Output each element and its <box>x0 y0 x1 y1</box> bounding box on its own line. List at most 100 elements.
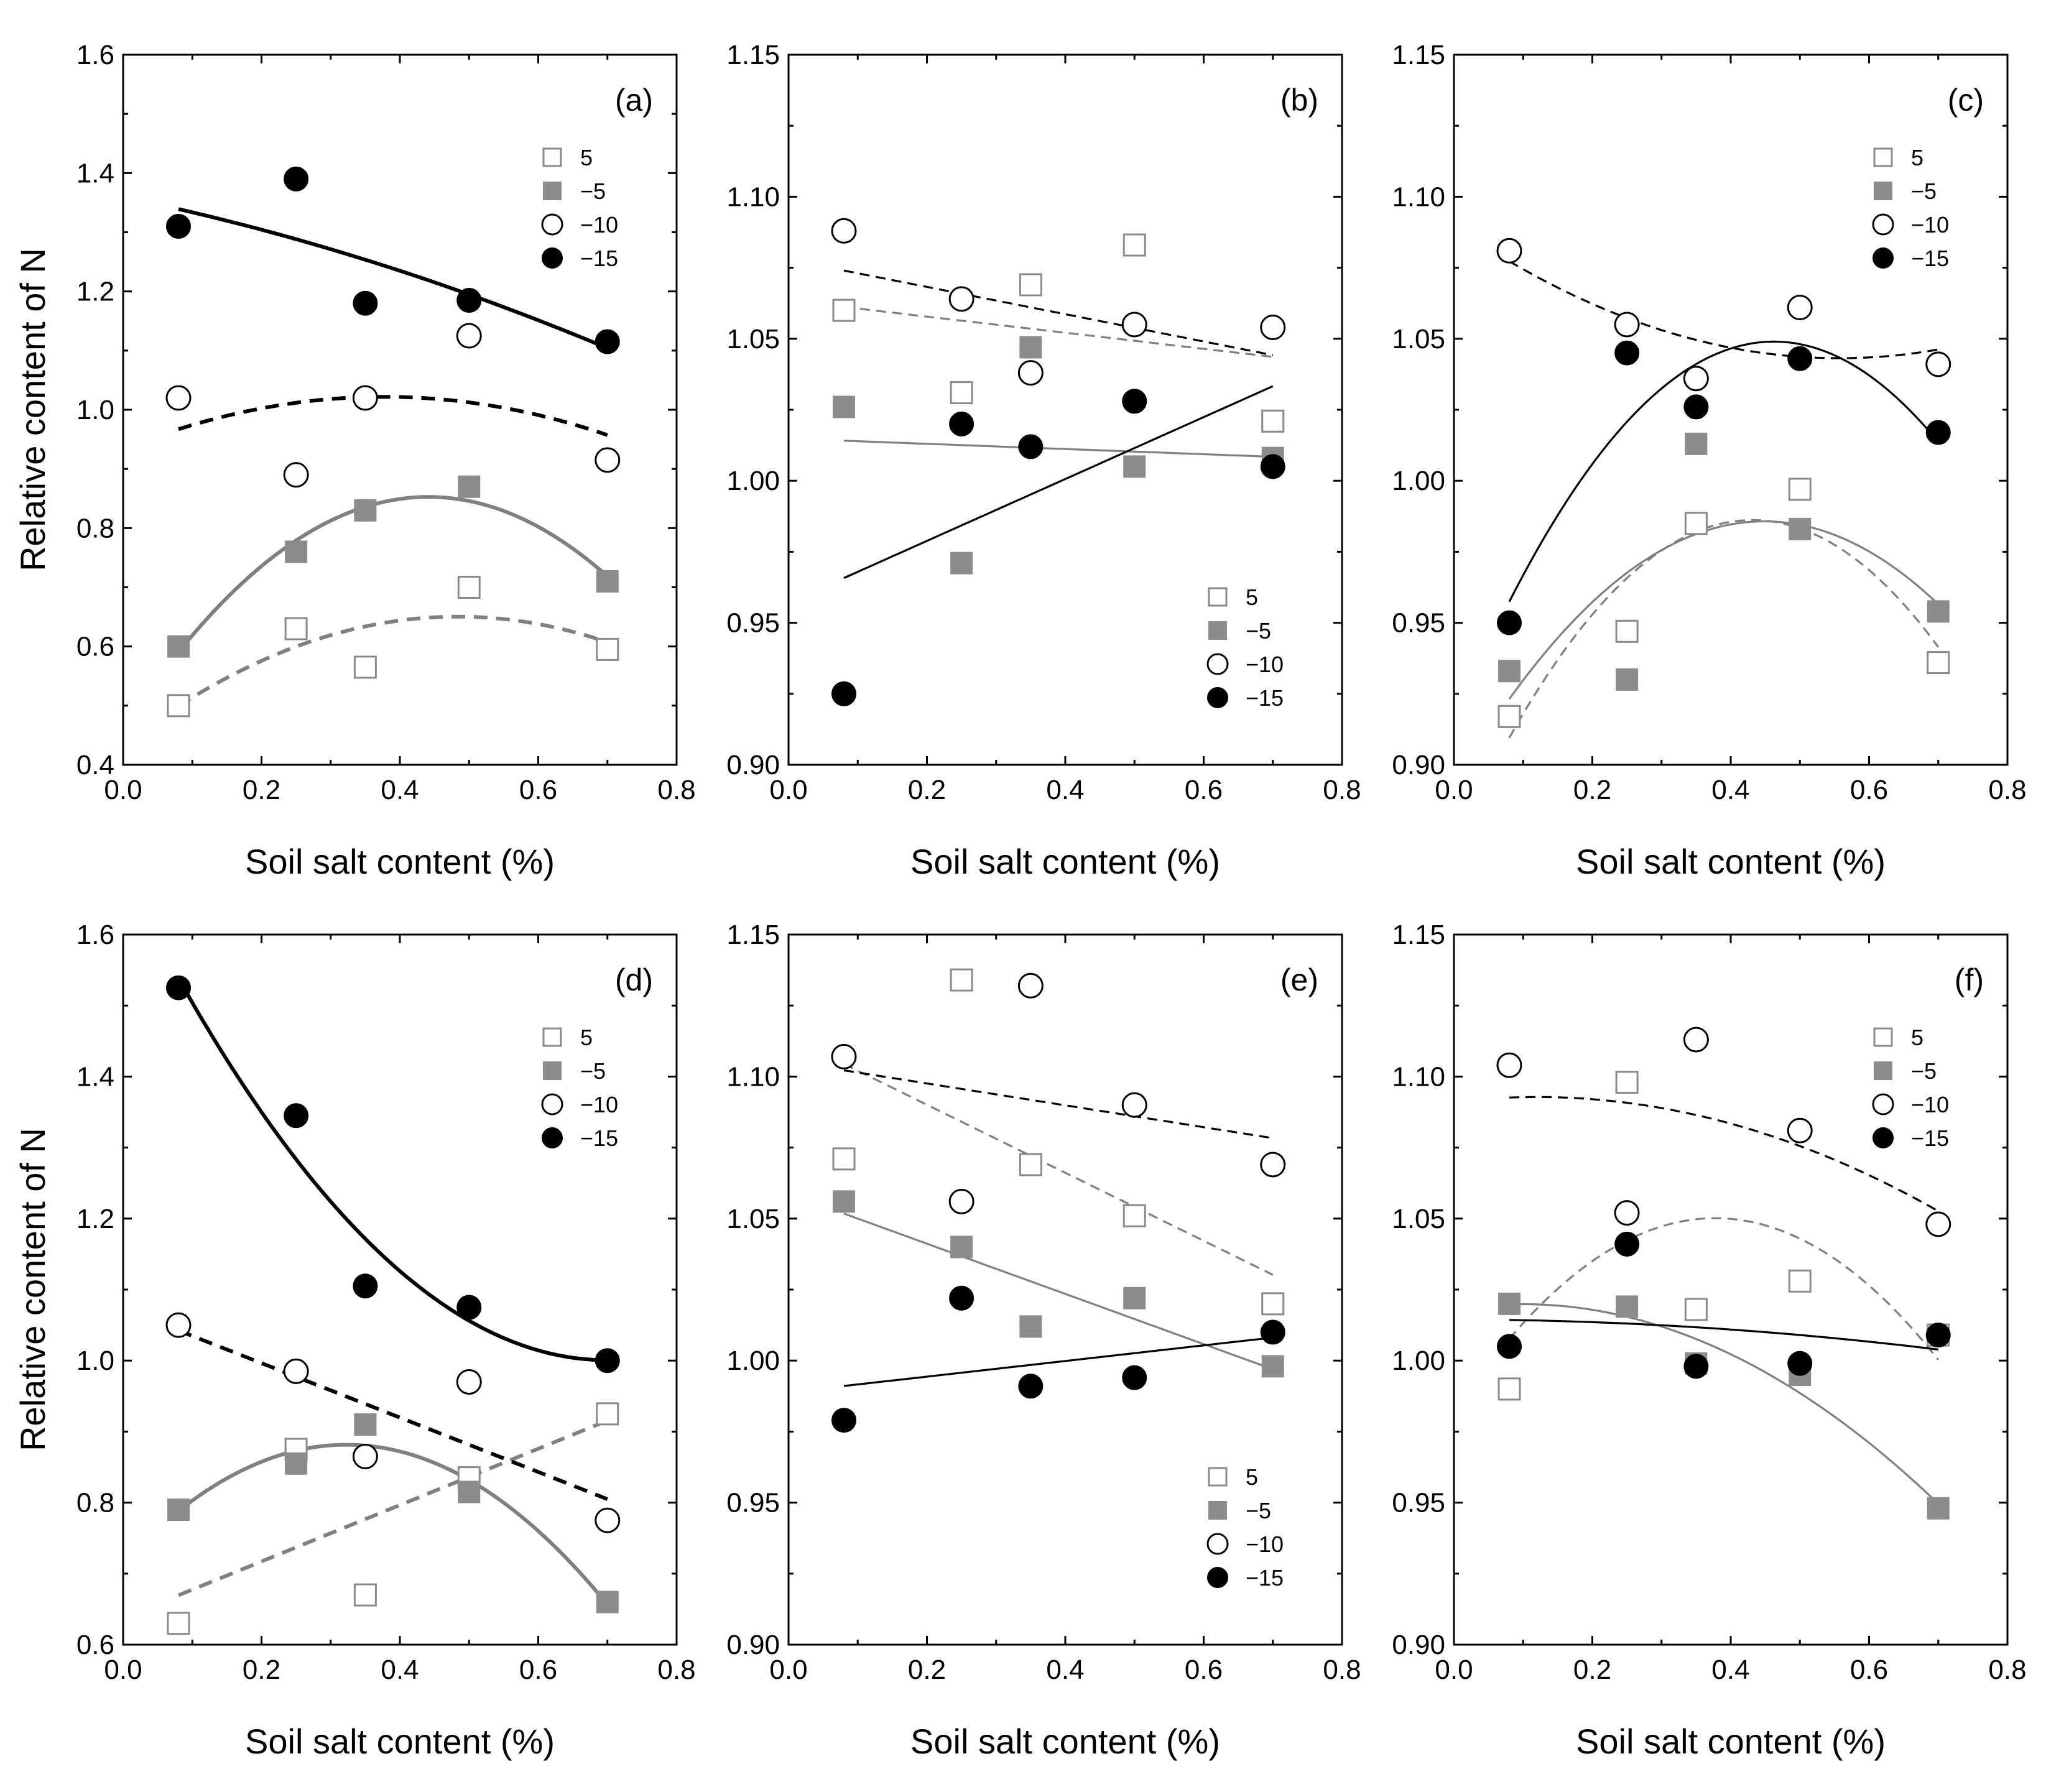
x-tick-label: 0.0 <box>1435 775 1473 805</box>
data-point <box>948 1188 974 1214</box>
data-point <box>1925 1211 1951 1237</box>
data-point <box>353 1273 378 1299</box>
y-tick-label: 1.00 <box>1392 1346 1445 1376</box>
data-point <box>1017 360 1044 386</box>
y-tick-label: 1.15 <box>1392 40 1445 70</box>
data-point <box>1925 351 1951 377</box>
x-tick-label: 0.8 <box>1988 775 2026 805</box>
data-point <box>166 975 191 1000</box>
data-point <box>1616 668 1639 691</box>
y-tick-label: 1.00 <box>1392 466 1445 496</box>
y-axis-label: Relative content of N <box>13 248 52 571</box>
plot-frame <box>1453 933 2009 1646</box>
x-axis-label: Soil salt content (%) <box>245 842 555 881</box>
data-point <box>166 213 191 239</box>
panel-label: (e) <box>1280 963 1318 997</box>
legend-marker <box>543 182 562 200</box>
chart-panel-b: 0.0 0.2 0.4 0.6 0.8 0.90 0.95 1.00 1.05 1.10 1.15 S… <box>726 40 1361 881</box>
data-point <box>284 166 309 192</box>
data-point <box>352 385 378 411</box>
x-tick-label: 0.8 <box>1323 1655 1361 1685</box>
x-axis-label: Soil salt content (%) <box>1576 842 1886 881</box>
legend-marker <box>1874 1061 1892 1080</box>
x-tick-label: 0.0 <box>1435 1655 1473 1685</box>
y-tick-label: 1.15 <box>726 40 780 70</box>
x-tick-label: 0.2 <box>1573 775 1611 805</box>
trend-line <box>177 977 608 1362</box>
y-tick-label: 1.2 <box>76 277 114 307</box>
data-point <box>1260 1152 1286 1178</box>
data-point <box>1615 619 1639 643</box>
legend-marker <box>1207 687 1228 708</box>
legend-entry: −10 <box>1246 1531 1284 1557</box>
data-point <box>1497 1334 1522 1359</box>
legend-marker <box>1873 147 1893 167</box>
legend-entry: −15 <box>580 246 618 271</box>
trend-line <box>1509 260 1939 359</box>
data-point <box>1614 1231 1640 1257</box>
trend-line <box>843 1063 1274 1276</box>
x-tick-label: 0.0 <box>104 775 142 805</box>
data-point <box>1616 1295 1639 1318</box>
x-tick-label: 0.8 <box>657 775 695 805</box>
data-point <box>950 552 973 575</box>
legend-entry: 5 <box>1246 1464 1258 1490</box>
trend-line <box>177 495 609 654</box>
data-point <box>596 637 619 661</box>
data-point <box>1018 434 1044 460</box>
legend-marker <box>542 247 563 269</box>
data-point <box>1260 315 1286 341</box>
y-tick-label: 1.10 <box>726 1061 780 1092</box>
data-point <box>1683 1027 1709 1053</box>
legend-marker <box>1873 1027 1893 1047</box>
legend-entry: −10 <box>580 212 618 238</box>
legend: 5 −5 −10 −15 <box>1206 584 1284 711</box>
data-point <box>283 462 309 488</box>
y-tick-label: 0.90 <box>726 1630 780 1660</box>
x-tick-label: 0.6 <box>519 1655 557 1685</box>
data-point <box>1788 1269 1812 1293</box>
data-point <box>354 1413 377 1436</box>
trend-line <box>178 395 608 437</box>
trend-line <box>177 1329 608 1501</box>
legend-entry: 5 <box>1911 145 1923 170</box>
x-tick-label: 0.4 <box>1046 1655 1084 1685</box>
trend-line <box>177 1418 608 1597</box>
trend-line <box>1508 1217 1940 1360</box>
data-point <box>1787 346 1813 371</box>
data-point <box>167 1612 190 1635</box>
legend-marker <box>1872 213 1894 236</box>
data-point <box>1121 312 1147 338</box>
chart-panel-d: 0.0 0.2 0.4 0.6 0.8 0.6 0.8 1.0 1.2 1.4 1.6 Soil sa… <box>13 920 696 1761</box>
data-point <box>457 576 481 599</box>
legend-entry: −5 <box>1246 618 1271 644</box>
data-point <box>831 1408 856 1433</box>
y-tick-label: 1.0 <box>76 1346 114 1376</box>
data-point <box>456 287 482 313</box>
legend-entry: 5 <box>1911 1025 1923 1050</box>
legend-entry: 5 <box>580 1025 593 1050</box>
y-tick-label: 1.10 <box>1392 1061 1445 1092</box>
y-tick-label: 1.05 <box>1392 1204 1445 1234</box>
data-point <box>353 1583 377 1607</box>
data-point <box>1019 336 1042 359</box>
x-tick-label: 0.6 <box>1850 1655 1888 1685</box>
y-tick-label: 1.05 <box>726 324 780 354</box>
y-tick-label: 0.90 <box>726 750 780 780</box>
chart-panel-c: 0.0 0.2 0.4 0.6 0.8 0.90 0.95 1.00 1.05 1.10 1.15 S… <box>1392 40 2026 881</box>
legend-marker <box>542 1027 562 1047</box>
legend-marker <box>543 1061 562 1080</box>
data-point <box>1683 1354 1709 1379</box>
y-tick-label: 1.05 <box>726 1204 780 1234</box>
data-point <box>283 1358 309 1384</box>
legend-marker <box>1207 1567 1228 1588</box>
trend-line <box>843 440 1273 458</box>
trend-line <box>843 306 1273 358</box>
legend-entry: −10 <box>580 1092 618 1117</box>
panel-label: (c) <box>1948 83 1984 118</box>
legend-entry: 5 <box>1246 584 1258 610</box>
data-point <box>1261 1292 1285 1316</box>
data-point <box>1927 651 1950 675</box>
y-tick-label: 1.6 <box>76 920 114 950</box>
